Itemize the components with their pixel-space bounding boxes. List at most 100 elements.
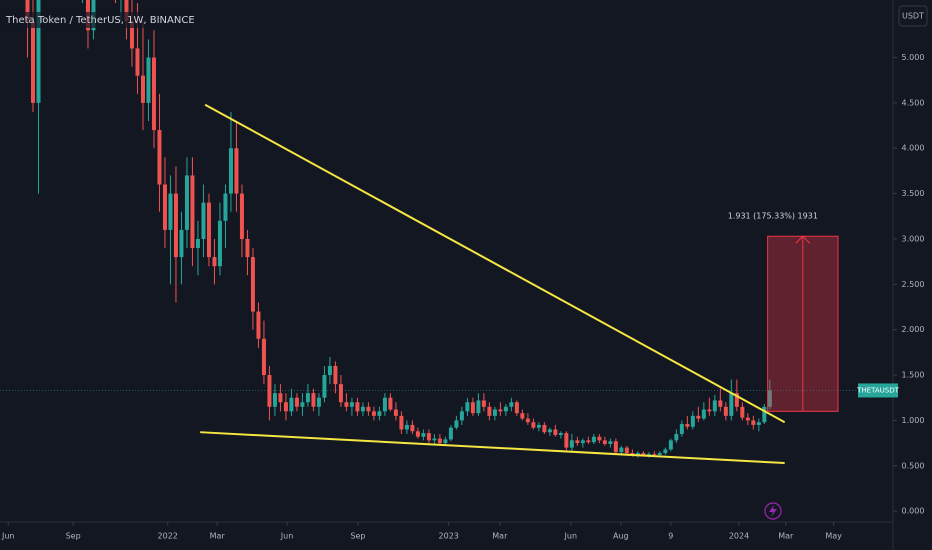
- trendline: [204, 103, 786, 424]
- x-tick-label: Jun: [1, 532, 15, 541]
- measure-arrowhead: [795, 235, 811, 244]
- candle-body: [327, 365, 332, 376]
- candle-body: [465, 402, 470, 412]
- candle-body: [179, 229, 184, 258]
- candle-body: [250, 257, 255, 312]
- candle-body: [751, 420, 756, 425]
- candle-body: [690, 415, 695, 427]
- candle-body: [30, 21, 35, 103]
- x-tick-label: 2024: [729, 532, 749, 541]
- candle-body: [129, 21, 134, 49]
- candle-body: [294, 397, 299, 407]
- x-tick-label: Mar: [210, 532, 226, 541]
- candle-body: [470, 402, 475, 414]
- candle-body: [195, 238, 200, 249]
- candle-body: [635, 453, 640, 455]
- candle-body: [184, 175, 189, 230]
- candle-body: [503, 406, 508, 412]
- candle-body: [674, 434, 679, 441]
- candle-body: [663, 449, 668, 454]
- candle-body: [531, 422, 536, 428]
- x-tick-label: Sep: [66, 532, 81, 541]
- candle-body: [481, 400, 486, 407]
- candle-body: [168, 193, 173, 230]
- candle-body: [608, 441, 613, 444]
- candle-body: [536, 424, 541, 428]
- axis-unit: USDT: [902, 12, 924, 21]
- x-tick-label: Mar: [492, 532, 508, 541]
- x-tick-label: Jun: [564, 532, 578, 541]
- candle-body: [404, 424, 409, 430]
- candle-body: [613, 441, 618, 453]
- y-tick-label: 3.500: [902, 189, 925, 198]
- candle-body: [641, 453, 646, 456]
- candle-body: [652, 453, 657, 455]
- x-tick-label: 2023: [439, 532, 459, 541]
- candle-body: [151, 57, 156, 131]
- candle-body: [371, 411, 376, 416]
- candle-body: [355, 402, 360, 412]
- candle-body: [267, 375, 272, 407]
- candle-body: [261, 338, 266, 376]
- candle-body: [283, 402, 288, 412]
- candle-body: [223, 193, 228, 221]
- candle-body: [580, 440, 585, 444]
- y-tick-label: 1.500: [902, 371, 925, 380]
- candle-body: [316, 397, 321, 407]
- candle-body: [762, 406, 767, 423]
- candle-body: [729, 393, 734, 416]
- unit-box[interactable]: [898, 5, 928, 27]
- candle-body: [443, 439, 448, 444]
- candle-body: [707, 409, 712, 412]
- candle-body: [558, 433, 563, 435]
- candle-body: [542, 424, 547, 433]
- symbol-label: THETAUSDT: [856, 386, 899, 394]
- candle-body: [388, 397, 393, 410]
- candle-body: [234, 148, 239, 194]
- candle-body: [135, 48, 140, 76]
- candle-body: [146, 57, 151, 103]
- y-tick-label: 4.500: [902, 98, 925, 107]
- lightning-icon[interactable]: [764, 502, 782, 520]
- y-tick-label: 5.000: [902, 53, 925, 62]
- x-tick-label: Jun: [280, 532, 294, 541]
- candle-body: [393, 409, 398, 416]
- candle-body: [723, 406, 728, 416]
- candle-body: [421, 433, 426, 437]
- candle-body: [410, 424, 415, 432]
- x-tick-label: 2022: [158, 532, 178, 541]
- candle-body: [525, 418, 530, 423]
- plot-area: [0, 0, 893, 465]
- x-tick-label: Aug: [613, 532, 629, 541]
- x-tick-label: 9: [668, 532, 673, 541]
- candle-body: [498, 409, 503, 412]
- candle-body: [228, 148, 233, 194]
- y-tick-label: 1.000: [902, 416, 925, 425]
- candle-body: [206, 202, 211, 258]
- candle-body: [679, 424, 684, 435]
- candle-body: [256, 311, 261, 339]
- candle-body: [377, 411, 382, 416]
- candle-body: [657, 453, 662, 455]
- candle-body: [734, 393, 739, 407]
- candle-body: [366, 406, 371, 412]
- candle-body: [569, 440, 574, 448]
- candle-body: [591, 436, 596, 443]
- candle-body: [333, 365, 338, 385]
- candle-body: [745, 417, 750, 421]
- candle-body: [360, 406, 365, 412]
- candle-body: [696, 415, 701, 419]
- candle-body: [300, 402, 305, 407]
- y-tick-label: 3.000: [902, 234, 925, 243]
- candle-body: [756, 422, 761, 425]
- candle-body: [432, 438, 437, 441]
- candle-body: [212, 257, 217, 267]
- candle-body: [25, 0, 30, 22]
- candle-body: [289, 397, 294, 412]
- symbol-tag: [858, 383, 898, 398]
- candle-body: [767, 390, 772, 407]
- candle-body: [124, 0, 129, 22]
- candle-body: [322, 375, 327, 398]
- candle-body: [272, 393, 277, 407]
- candle-body: [173, 193, 178, 258]
